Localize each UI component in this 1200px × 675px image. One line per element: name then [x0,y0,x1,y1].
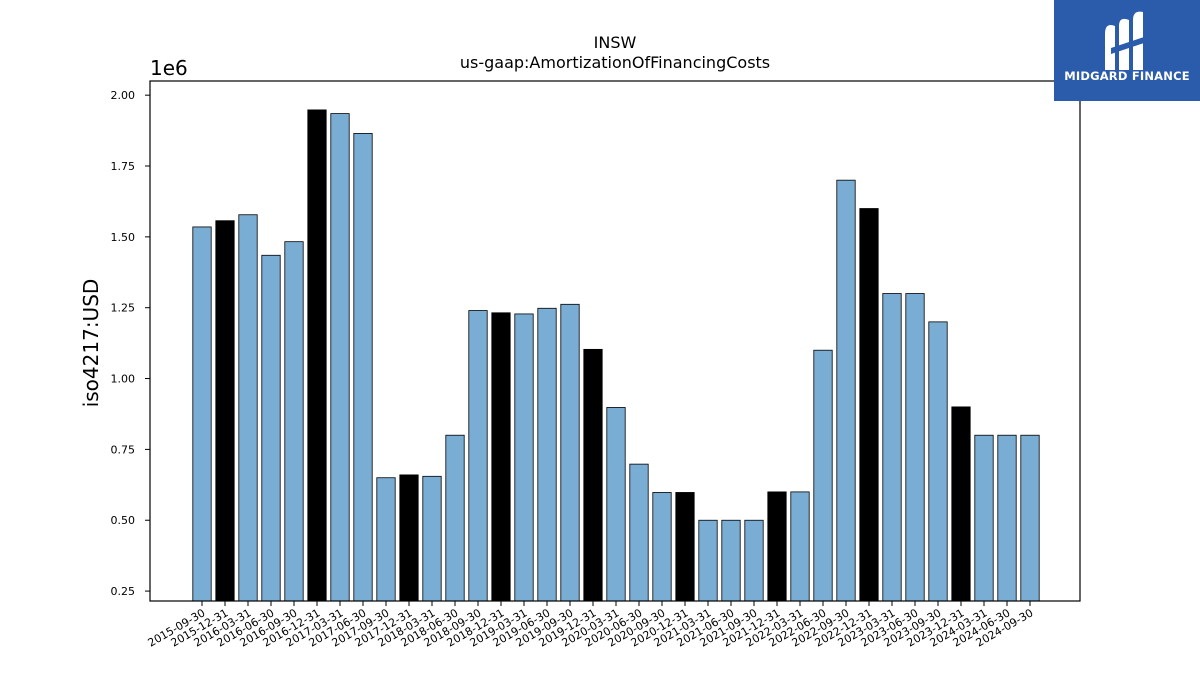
bar-2020-09-30 [652,492,672,602]
y-tick-label: 1.50 [111,231,136,244]
bar-2019-09-30 [560,303,580,602]
bar-2017-09-30 [376,477,396,602]
bar-2017-12-31 [399,474,419,602]
bar-2022-09-30 [836,179,856,602]
bar-2017-06-30 [353,133,373,602]
bar-2021-12-31 [767,491,787,602]
y-tick-label: 1.75 [111,160,136,173]
y-tick-label: 1.25 [111,302,136,315]
chart-title: INSW [594,33,637,52]
bar-2022-06-30 [813,349,833,602]
plot-frame [149,80,1081,602]
bar-2022-03-31 [790,491,810,602]
bar-2018-09-30 [468,310,488,602]
y-tick-label: 2.00 [111,89,136,102]
bar-2015-09-30 [192,226,212,602]
chart-subtitle: us-gaap:AmortizationOfFinancingCosts [460,53,770,72]
bar-2019-06-30 [537,307,557,602]
bar-2024-06-30 [997,434,1017,602]
bar-2016-03-31 [238,214,258,602]
bar-2015-12-31 [215,220,235,602]
bar-2020-03-31 [606,407,626,602]
bar-2023-09-30 [928,321,948,602]
bar-2016-06-30 [261,254,281,602]
y-tick-label: 1.00 [111,373,136,386]
y-axis-ticks: 0.25 0.50 0.75 1.00 1.25 1.50 1.75 2.00 [111,89,150,598]
y-tick-label: 0.50 [111,514,136,527]
bar-2023-12-31 [951,406,971,602]
bar-2021-09-30 [744,519,764,602]
bar-2018-03-31 [422,475,442,602]
bar-2024-09-30 [1020,434,1040,602]
bar-2016-12-31 [307,109,327,602]
bars-group [192,109,1040,602]
bar-2019-03-31 [514,313,534,602]
bar-2023-06-30 [905,293,925,602]
bar-2019-12-31 [583,348,603,602]
bar-2021-06-30 [721,519,741,602]
bar-2020-12-31 [675,492,695,602]
bar-2022-12-31 [859,208,879,602]
bar-2018-12-31 [491,312,511,602]
bar-2018-06-30 [445,434,465,602]
y-axis-offset-label: 1e6 [150,56,188,80]
midgard-logo-mark-icon [1105,11,1147,70]
y-tick-label: 0.75 [111,443,136,456]
logo-text: MIDGARD FINANCE [1064,69,1190,83]
bar-2016-09-30 [284,241,304,602]
y-axis-label: iso4217:USD [79,279,103,408]
y-tick-label: 0.25 [111,585,136,598]
bar-2020-06-30 [629,463,649,602]
bar-2024-03-31 [974,434,994,602]
bar-2021-03-31 [698,519,718,602]
x-axis-ticks: 2015-09-302015-12-312016-03-312016-06-30… [146,601,1036,650]
bar-2023-03-31 [882,293,902,602]
midgard-finance-logo: MIDGARD FINANCE [1054,0,1200,101]
bar-2017-03-31 [330,113,350,602]
